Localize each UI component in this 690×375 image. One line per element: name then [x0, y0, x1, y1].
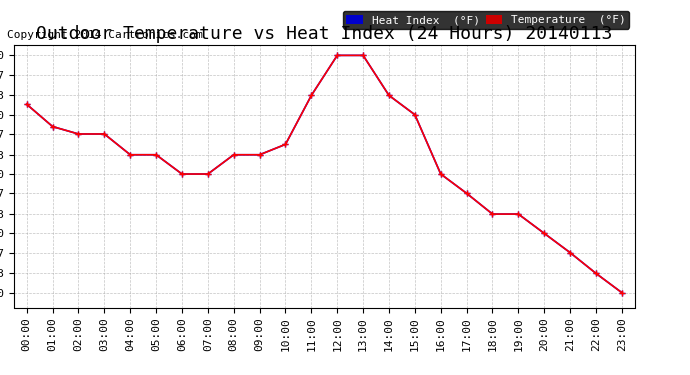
Text: Copyright 2014 Cartronics.com: Copyright 2014 Cartronics.com	[7, 30, 203, 39]
Title: Outdoor Temperature vs Heat Index (24 Hours) 20140113: Outdoor Temperature vs Heat Index (24 Ho…	[36, 26, 613, 44]
Legend: Heat Index  (°F), Temperature  (°F): Heat Index (°F), Temperature (°F)	[343, 11, 629, 28]
